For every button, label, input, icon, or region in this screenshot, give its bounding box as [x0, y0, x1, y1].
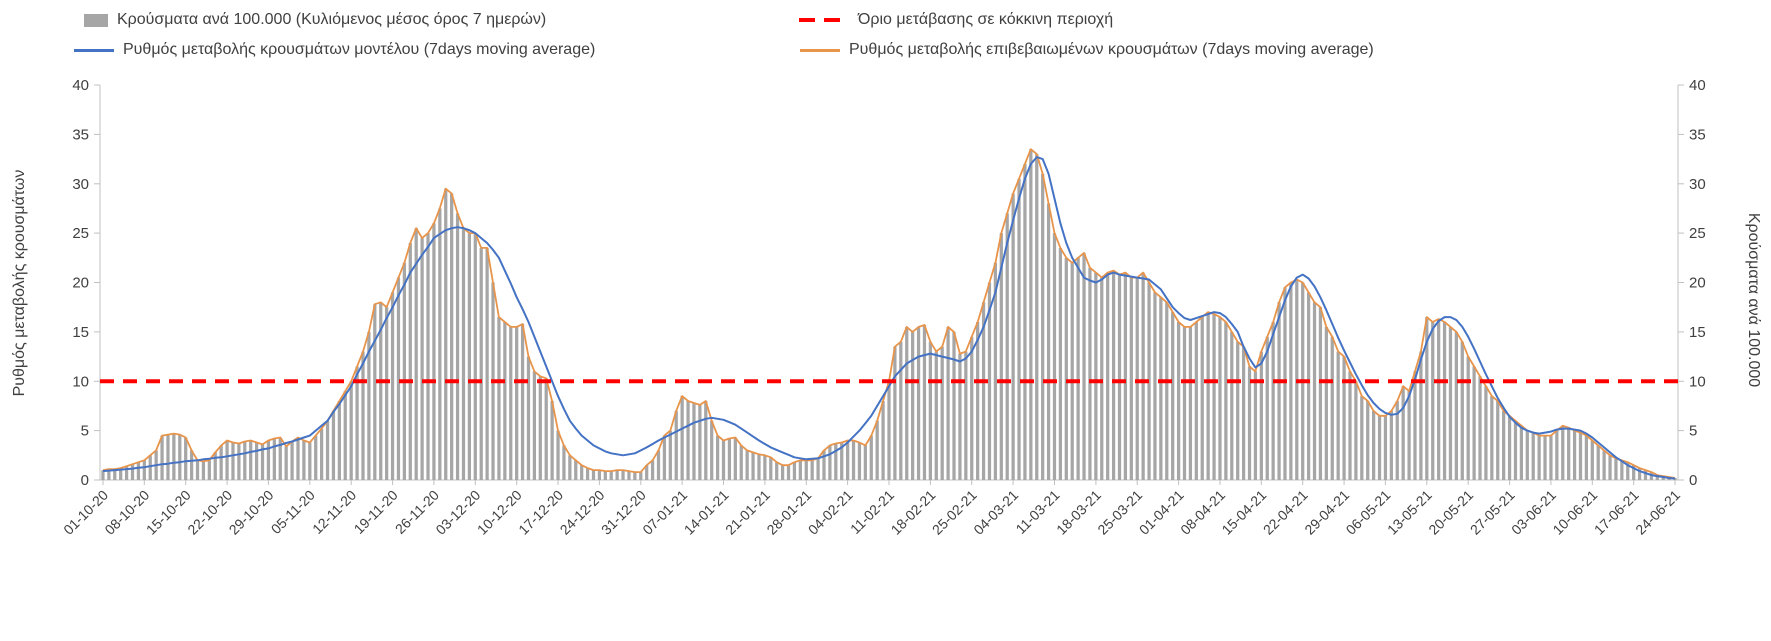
svg-text:29-10-20: 29-10-20	[226, 487, 277, 538]
svg-text:25: 25	[72, 225, 89, 242]
svg-text:20-05-21: 20-05-21	[1425, 487, 1476, 538]
svg-text:04-02-21: 04-02-21	[805, 487, 856, 538]
svg-text:15-10-20: 15-10-20	[143, 487, 194, 538]
svg-text:27-05-21: 27-05-21	[1467, 487, 1518, 538]
svg-text:25: 25	[1689, 225, 1706, 242]
legend-label-cases-per-100k: Κρούσματα ανά 100.000 (Κυλιόμενος μέσος …	[117, 11, 547, 28]
svg-text:0: 0	[1689, 472, 1697, 489]
svg-text:24-06-21: 24-06-21	[1632, 487, 1683, 538]
svg-text:30: 30	[72, 176, 89, 193]
svg-text:35: 35	[72, 126, 89, 143]
svg-text:03-06-21: 03-06-21	[1508, 487, 1559, 538]
svg-text:19-11-20: 19-11-20	[351, 487, 401, 537]
svg-text:10-12-20: 10-12-20	[474, 487, 525, 538]
svg-text:20: 20	[1689, 275, 1706, 292]
svg-text:04-03-21: 04-03-21	[970, 487, 1021, 538]
model-line-swatch-icon	[74, 48, 114, 52]
legend-item-red-threshold: Όριο μετάβασης σε κόκκινη περιοχή	[799, 8, 1113, 32]
svg-text:25-02-21: 25-02-21	[929, 487, 980, 538]
svg-text:17-12-20: 17-12-20	[515, 487, 566, 538]
svg-text:14-01-21: 14-01-21	[681, 487, 732, 538]
svg-text:28-01-21: 28-01-21	[763, 487, 814, 538]
svg-text:29-04-21: 29-04-21	[1301, 487, 1352, 538]
svg-text:15: 15	[1689, 324, 1706, 341]
svg-text:05-11-20: 05-11-20	[268, 487, 318, 537]
legend-label-red-threshold: Όριο μετάβασης σε κόκκινη περιοχή	[858, 11, 1114, 28]
svg-text:25-03-21: 25-03-21	[1094, 487, 1145, 538]
svg-text:18-02-21: 18-02-21	[888, 487, 939, 538]
svg-text:18-03-21: 18-03-21	[1053, 487, 1104, 538]
svg-text:13-05-21: 13-05-21	[1384, 487, 1435, 538]
svg-text:40: 40	[1689, 77, 1706, 94]
svg-text:40: 40	[72, 77, 89, 94]
svg-text:24-12-20: 24-12-20	[557, 487, 608, 538]
legend-label-model-rate: Ρυθμός μεταβολής κρουσμάτων μοντέλου (7d…	[123, 41, 596, 58]
svg-text:10: 10	[1689, 373, 1706, 390]
svg-text:15: 15	[72, 324, 89, 341]
svg-text:0: 0	[81, 472, 89, 489]
svg-text:01-04-21: 01-04-21	[1136, 487, 1187, 538]
svg-text:10: 10	[72, 373, 89, 390]
svg-text:22-04-21: 22-04-21	[1260, 487, 1311, 538]
svg-text:10-06-21: 10-06-21	[1549, 487, 1600, 538]
svg-text:5: 5	[1689, 423, 1697, 440]
svg-text:12-11-20: 12-11-20	[309, 487, 359, 537]
svg-text:03-12-20: 03-12-20	[432, 487, 483, 538]
svg-text:01-10-20: 01-10-20	[60, 487, 111, 538]
svg-text:30: 30	[1689, 176, 1706, 193]
svg-text:15-04-21: 15-04-21	[1218, 487, 1269, 538]
svg-text:06-05-21: 06-05-21	[1343, 487, 1394, 538]
svg-text:5: 5	[81, 423, 89, 440]
svg-text:35: 35	[1689, 126, 1706, 143]
svg-text:17-06-21: 17-06-21	[1591, 487, 1642, 538]
svg-text:22-10-20: 22-10-20	[184, 487, 235, 538]
bar-series-swatch-icon	[84, 13, 108, 27]
svg-text:20: 20	[72, 275, 89, 292]
svg-text:07-01-21: 07-01-21	[639, 487, 690, 538]
legend-label-confirmed-rate: Ρυθμός μεταβολής επιβεβαιωμένων κρουσμάτ…	[849, 41, 1374, 58]
svg-text:08-04-21: 08-04-21	[1177, 487, 1228, 538]
legend-item-cases-per-100k: Κρούσματα ανά 100.000 (Κυλιόμενος μέσος …	[84, 8, 546, 32]
confirmed-line-swatch-icon	[800, 48, 840, 52]
legend-item-model-rate: Ρυθμός μεταβολής κρουσμάτων μοντέλου (7d…	[74, 38, 595, 62]
svg-text:31-12-20: 31-12-20	[598, 487, 649, 538]
legend-item-confirmed-rate: Ρυθμός μεταβολής επιβεβαιωμένων κρουσμάτ…	[800, 38, 1374, 62]
svg-text:08-10-20: 08-10-20	[101, 487, 152, 538]
threshold-dashed-line-swatch-icon	[799, 18, 849, 22]
svg-text:21-01-21: 21-01-21	[722, 487, 773, 538]
